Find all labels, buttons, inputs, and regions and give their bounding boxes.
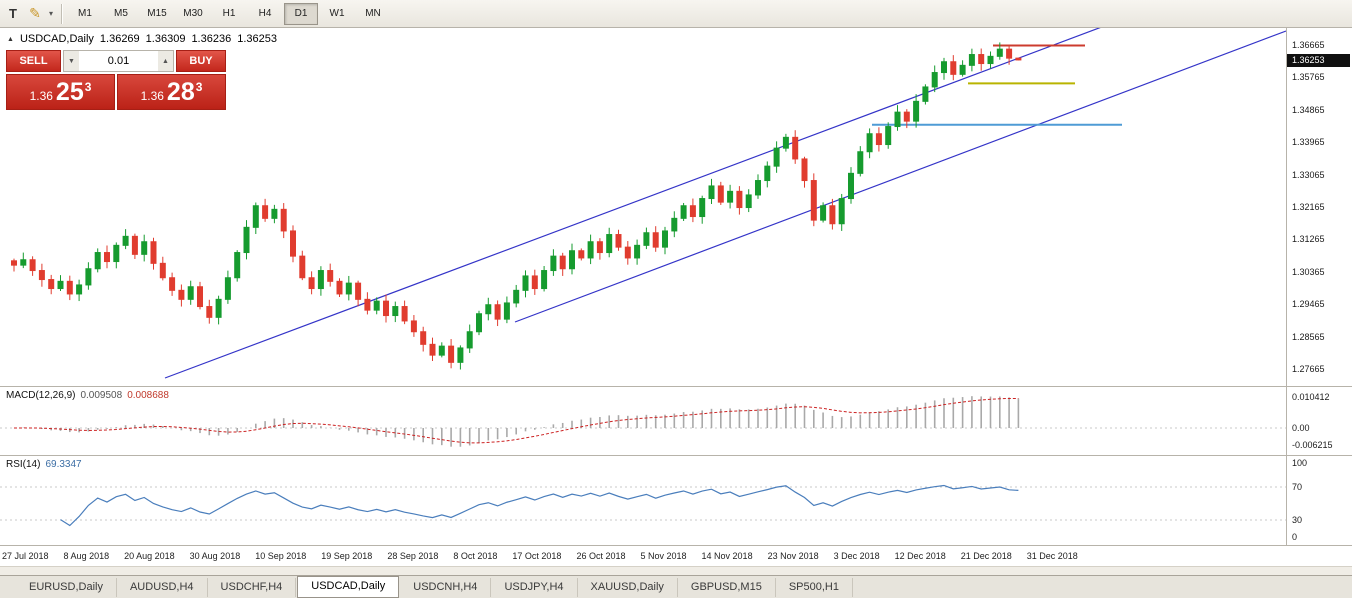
current-price-tag: 1.36253 [1287, 54, 1350, 67]
macd-main-value: 0.009508 [80, 390, 123, 401]
tab-audusd-h4[interactable]: AUDUSD,H4 [117, 577, 208, 597]
volume-control: ▼ ▲ [63, 50, 174, 72]
rsi-label: RSI(14) 69.3347 [6, 459, 82, 470]
volume-increase-button[interactable]: ▲ [158, 51, 173, 71]
tab-usdjpy-h4[interactable]: USDJPY,H4 [491, 577, 578, 597]
close-value: 1.36253 [237, 33, 277, 45]
bid-price[interactable]: 1.36 25 3 [6, 74, 115, 110]
tab-usdchf-h4[interactable]: USDCHF,H4 [208, 577, 297, 597]
ask-pips: 28 [166, 78, 195, 106]
one-click-trading-panel: SELL ▼ ▲ BUY 1.36 25 3 1.36 28 3 [6, 50, 226, 110]
timeframe-m15-button[interactable]: M15 [147, 8, 167, 19]
tab-eurusd-daily[interactable]: EURUSD,Daily [16, 577, 117, 597]
tab-gbpusd-m15[interactable]: GBPUSD,M15 [678, 577, 776, 597]
timeframe-d1-button[interactable]: D1 [284, 2, 318, 25]
symbol-title: USDCAD,Daily [19, 33, 94, 45]
price-chart-canvas[interactable] [0, 28, 1286, 386]
drawing-tool-icon[interactable]: ✎ [29, 5, 41, 21]
open-value: 1.36269 [99, 33, 140, 45]
bid-pipette: 3 [84, 80, 92, 94]
volume-input[interactable] [79, 51, 158, 71]
timeframe-w1-button[interactable]: W1 [329, 8, 345, 19]
bid-pips: 25 [55, 78, 84, 106]
macd-chart-canvas[interactable] [0, 387, 1286, 455]
macd-signal-value: 0.008688 [127, 390, 169, 401]
horizontal-scroll-strip[interactable] [0, 566, 1352, 575]
timeframe-mn-button[interactable]: MN [365, 8, 381, 19]
low-value: 1.36236 [191, 33, 232, 45]
macd-axis[interactable]: 0.010412 0.00 -0.006215 [1286, 387, 1352, 455]
tab-xauusd-daily[interactable]: XAUUSD,Daily [578, 577, 678, 597]
panel-separator[interactable] [0, 455, 1352, 456]
dropdown-caret-icon[interactable]: ▾ [48, 9, 53, 18]
date-axis[interactable]: 27 Jul 2018 8 Aug 2018 20 Aug 2018 30 Au… [2, 551, 1078, 561]
rsi-axis[interactable]: 100 70 30 0 [1286, 456, 1352, 545]
price-axis[interactable]: 1.36665 1.35765 1.34865 1.33965 1.33065 … [1286, 28, 1352, 386]
sell-button[interactable]: SELL [6, 50, 61, 72]
volume-decrease-button[interactable]: ▼ [64, 51, 79, 71]
timeframe-m30-button[interactable]: M30 [183, 8, 203, 19]
panel-separator[interactable] [0, 386, 1352, 387]
text-tool-icon[interactable]: T [9, 6, 17, 21]
timeframe-m5-button[interactable]: M5 [114, 8, 128, 19]
macd-label: MACD(12,26,9) 0.009508 0.008688 [6, 390, 169, 401]
chart-ohlc-header: ▲ USDCAD,Daily 1.36269 1.36309 1.36236 1… [7, 33, 277, 45]
tab-usdcnh-h4[interactable]: USDCNH,H4 [400, 577, 492, 597]
ask-price[interactable]: 1.36 28 3 [117, 74, 226, 110]
buy-button[interactable]: BUY [176, 50, 226, 72]
panel-separator[interactable] [0, 545, 1352, 546]
rsi-indicator-panel[interactable] [0, 456, 1286, 545]
price-axis-labels: 1.36665 1.35765 1.34865 1.33965 1.33065 … [1292, 40, 1325, 374]
top-toolbar: T ✎ ▾ M1 M5 M15 M30 H1 H4 D1 W1 MN [0, 0, 1352, 28]
ask-pipette: 3 [195, 80, 203, 94]
bid-big-figure: 1.36 [29, 89, 53, 103]
timeframe-h4-button[interactable]: H4 [258, 8, 272, 19]
macd-indicator-panel[interactable] [0, 387, 1286, 455]
high-value: 1.36309 [145, 33, 186, 45]
symbol-arrow-icon: ▲ [7, 35, 14, 43]
ask-big-figure: 1.36 [140, 89, 164, 103]
rsi-chart-canvas[interactable] [0, 456, 1286, 545]
tab-usdcad-daily[interactable]: USDCAD,Daily [297, 576, 400, 598]
timeframe-h1-button[interactable]: H1 [222, 8, 236, 19]
toolbar-separator [61, 3, 62, 24]
chart-tab-bar: EURUSD,Daily AUDUSD,H4 USDCHF,H4 USDCAD,… [0, 575, 1352, 598]
timeframe-m1-button[interactable]: M1 [78, 8, 92, 19]
tab-sp500-h1[interactable]: SP500,H1 [776, 577, 853, 597]
rsi-value: 69.3347 [45, 459, 82, 470]
